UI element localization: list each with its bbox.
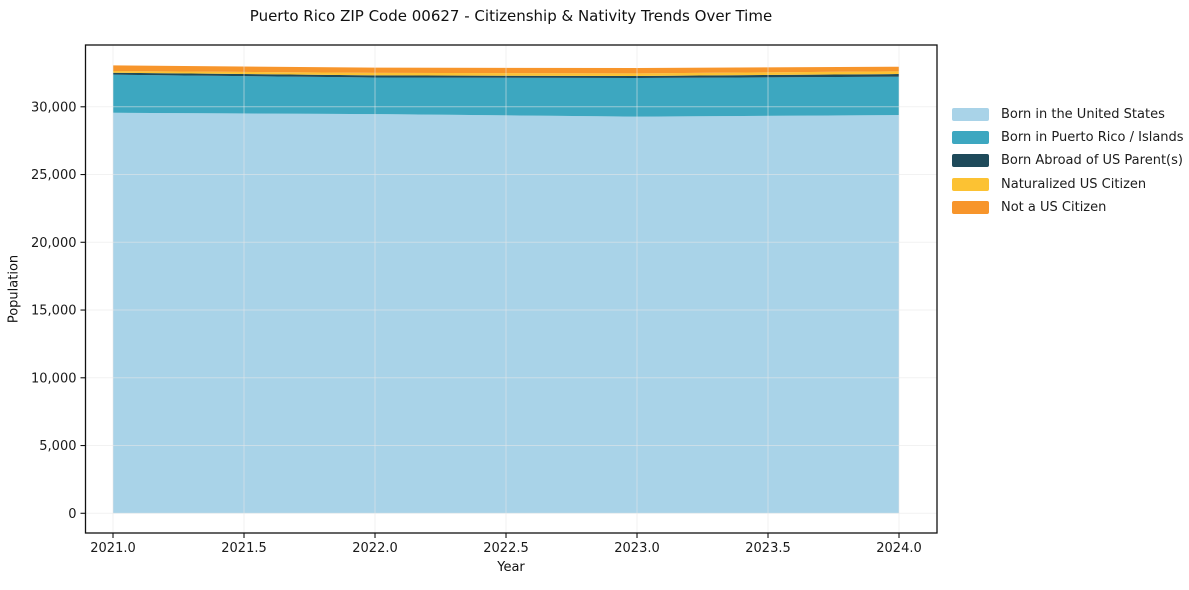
- legend-label: Naturalized US Citizen: [1001, 176, 1147, 192]
- y-tick-label: 15,000: [31, 304, 77, 319]
- x-tick-label: 2022.5: [483, 541, 529, 556]
- x-tick-label: 2022.0: [352, 541, 398, 556]
- legend-swatch: [952, 154, 989, 168]
- legend-item-2: Born Abroad of US Parent(s): [952, 149, 1184, 172]
- x-tick-label: 2024.0: [876, 541, 922, 556]
- x-tick-label: 2023.5: [745, 541, 791, 556]
- area-series-2: [113, 72, 900, 79]
- x-tick-label: 2021.5: [221, 541, 267, 556]
- y-tick-label: 5,000: [39, 439, 76, 454]
- x-tick-label: 2023.0: [614, 541, 660, 556]
- x-tick-label: 2021.0: [90, 541, 136, 556]
- y-tick-label: 0: [68, 507, 76, 522]
- y-tick-label: 30,000: [31, 100, 77, 115]
- legend-item-1: Born in Puerto Rico / Islands: [952, 126, 1184, 149]
- legend-swatch: [952, 131, 989, 145]
- legend: Born in the United States Born in Puerto …: [952, 103, 1184, 219]
- axes-spines: [84, 44, 938, 534]
- legend-label: Born in Puerto Rico / Islands: [1001, 130, 1184, 146]
- legend-swatch: [952, 108, 989, 122]
- legend-label: Born in the United States: [1001, 107, 1165, 123]
- y-tick-label: 25,000: [31, 168, 77, 183]
- legend-swatch: [952, 200, 989, 214]
- legend-label: Born Abroad of US Parent(s): [1001, 153, 1183, 169]
- y-tick-label: 10,000: [31, 371, 77, 386]
- y-axis-label: Population: [6, 254, 22, 324]
- legend-label: Not a US Citizen: [1001, 199, 1107, 215]
- legend-item-3: Naturalized US Citizen: [952, 173, 1184, 196]
- legend-list: Born in the United States Born in Puerto …: [952, 103, 1184, 219]
- chart-title: Puerto Rico ZIP Code 00627 - Citizenship…: [249, 7, 773, 25]
- legend-item-0: Born in the United States: [952, 103, 1184, 126]
- y-tick-label: 20,000: [31, 236, 77, 251]
- legend-swatch: [952, 177, 989, 191]
- x-axis-label: Year: [497, 560, 525, 575]
- legend-item-4: Not a US Citizen: [952, 196, 1184, 219]
